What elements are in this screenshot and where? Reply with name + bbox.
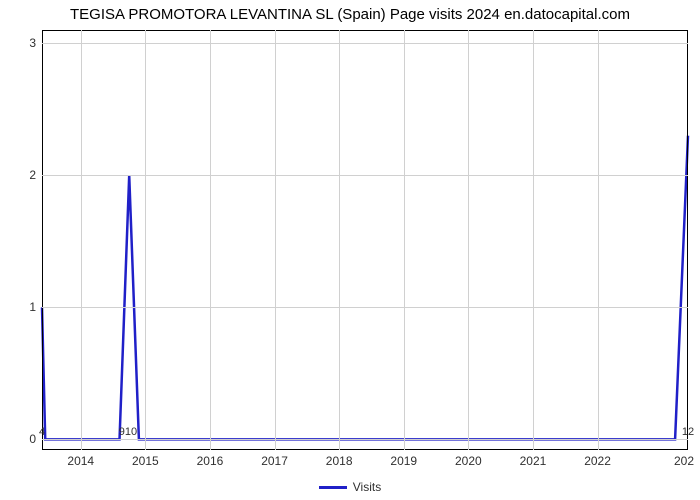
chart-title: TEGISA PROMOTORA LEVANTINA SL (Spain) Pa… <box>0 6 700 23</box>
xtick-label: 2022 <box>584 450 611 468</box>
ytick-label: 2 <box>29 168 42 182</box>
grid-line-horizontal <box>42 43 688 44</box>
grid-line-vertical <box>81 30 82 450</box>
xtick-label: 2017 <box>261 450 288 468</box>
xtick-label: 2016 <box>197 450 224 468</box>
xtick-label: 2014 <box>67 450 94 468</box>
point-label: 910 <box>119 426 137 438</box>
ytick-label: 3 <box>29 36 42 50</box>
xtick-label: 2021 <box>520 450 547 468</box>
point-label: 4 <box>39 426 45 438</box>
chart-container: TEGISA PROMOTORA LEVANTINA SL (Spain) Pa… <box>0 0 700 500</box>
grid-line-vertical <box>533 30 534 450</box>
xtick-label: 2020 <box>455 450 482 468</box>
xtick-label: 2018 <box>326 450 353 468</box>
legend-label: Visits <box>353 480 381 494</box>
grid-line-vertical <box>210 30 211 450</box>
ytick-label: 1 <box>29 300 42 314</box>
xtick-label: 2015 <box>132 450 159 468</box>
grid-line-horizontal <box>42 175 688 176</box>
point-label: 12 <box>682 426 694 438</box>
grid-line-vertical <box>598 30 599 450</box>
legend-swatch <box>319 486 347 489</box>
legend: Visits <box>0 479 700 494</box>
grid-line-horizontal <box>42 307 688 308</box>
grid-line-vertical <box>339 30 340 450</box>
xtick-label: 202 <box>674 450 694 468</box>
grid-line-vertical <box>404 30 405 450</box>
grid-line-vertical <box>145 30 146 450</box>
grid-line-vertical <box>275 30 276 450</box>
visits-line <box>42 136 688 440</box>
plot-area: 2014201520162017201820192020202120222020… <box>42 30 688 450</box>
xtick-label: 2019 <box>390 450 417 468</box>
series-line <box>42 30 688 450</box>
grid-line-vertical <box>468 30 469 450</box>
grid-line-horizontal <box>42 439 688 440</box>
